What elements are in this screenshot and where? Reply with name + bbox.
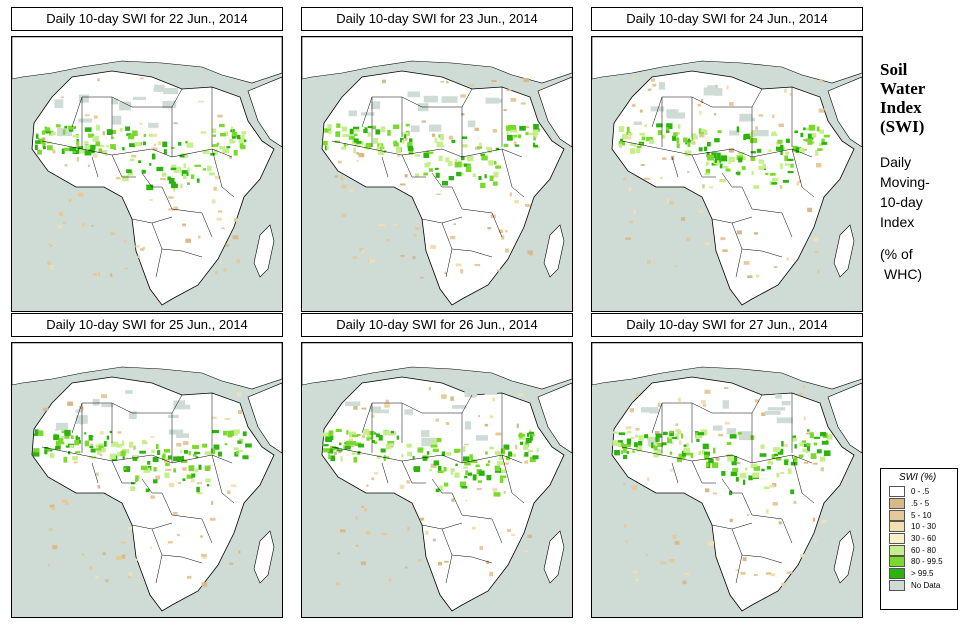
legend-label: 5 - 10 (911, 510, 932, 520)
legend-item: 5 - 10 (889, 509, 957, 521)
panel-title: Daily 10-day SWI for 26 Jun., 2014 (301, 313, 573, 337)
legend-item: .5 - 5 (889, 498, 957, 510)
index-title: Soil Water Index (SWI) (880, 60, 926, 136)
legend-label: .5 - 5 (911, 499, 930, 509)
map-panel-3: Daily 10-day SWI for 24 Jun., 2014 (591, 7, 863, 312)
panel-title: Daily 10-day SWI for 22 Jun., 2014 (11, 7, 283, 31)
swi-map (11, 36, 283, 312)
legend-item: 60 - 80 (889, 544, 957, 556)
legend-swatch (889, 556, 905, 568)
legend-item: 30 - 60 (889, 533, 957, 545)
legend-swatch (889, 521, 905, 533)
legend-label: > 99.5 (911, 569, 934, 579)
legend-label: 80 - 99.5 (911, 557, 943, 567)
swi-map (301, 36, 573, 312)
map-panel-4: Daily 10-day SWI for 25 Jun., 2014 (11, 313, 283, 618)
map-panel-6: Daily 10-day SWI for 27 Jun., 2014 (591, 313, 863, 618)
legend-swatch (889, 498, 905, 510)
map-panel-2: Daily 10-day SWI for 23 Jun., 2014 (301, 7, 573, 312)
legend-label: No Data (911, 580, 941, 590)
legend-label: 30 - 60 (911, 534, 936, 544)
legend-label: 10 - 30 (911, 522, 936, 532)
legend-label: 0 - .5 (911, 487, 930, 497)
legend-swatch (889, 533, 905, 545)
legend-item: No Data (889, 579, 957, 592)
legend-title: SWI (%) (899, 472, 937, 483)
swi-map (301, 342, 573, 618)
legend-item: 0 - .5 (889, 486, 957, 498)
legend-swatch (889, 544, 905, 556)
index-description: Soil Water Index (SWI) Daily Moving- 10-… (880, 60, 966, 284)
map-panel-1: Daily 10-day SWI for 22 Jun., 2014 (11, 7, 283, 312)
panel-title: Daily 10-day SWI for 25 Jun., 2014 (11, 313, 283, 337)
legend-item: 80 - 99.5 (889, 556, 957, 568)
swi-map (11, 342, 283, 618)
legend-item: 10 - 30 (889, 521, 957, 533)
legend-label: 60 - 80 (911, 545, 936, 555)
swi-map (591, 342, 863, 618)
panel-title: Daily 10-day SWI for 27 Jun., 2014 (591, 313, 863, 337)
index-unit: (% of WHC) (880, 246, 923, 282)
legend-swatch (889, 568, 905, 580)
swi-map (591, 36, 863, 312)
panel-title: Daily 10-day SWI for 24 Jun., 2014 (591, 7, 863, 31)
panel-title: Daily 10-day SWI for 23 Jun., 2014 (301, 7, 573, 31)
legend-swatch (889, 579, 905, 591)
legend-item: > 99.5 (889, 568, 957, 580)
legend-swatch (889, 486, 905, 498)
map-panel-5: Daily 10-day SWI for 26 Jun., 2014 (301, 313, 573, 618)
index-subtitle: Daily Moving- 10-day Index (880, 154, 930, 230)
legend-swatch (889, 509, 905, 521)
